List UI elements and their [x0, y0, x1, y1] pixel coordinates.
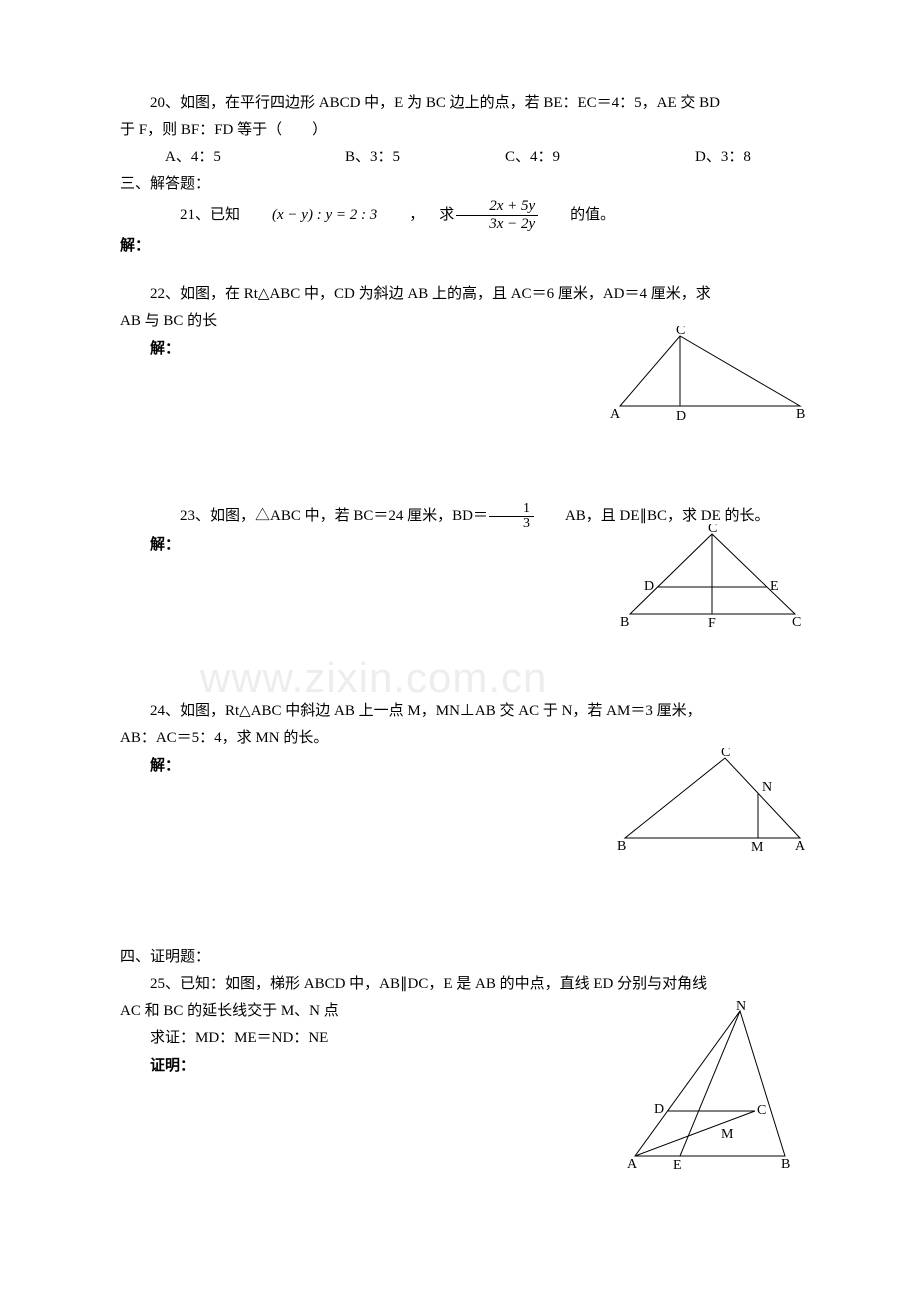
q23-figure: B C D E C F	[620, 524, 810, 639]
q25-text-1: 25、已知：如图，梯形 ABCD 中，AB∥DC，E 是 AB 的中点，直线 E…	[120, 971, 800, 998]
triangle-icon: B A C M N	[615, 748, 810, 853]
section-3-title: 三、解答题：	[120, 171, 800, 198]
svg-text:D: D	[644, 579, 654, 594]
q21: 21、已知 (x − y) : y = 2 : 3 ， 求 2x + 5y 3x…	[120, 198, 800, 232]
svg-text:D: D	[676, 409, 686, 424]
svg-text:C: C	[721, 748, 730, 760]
q25: 25、已知：如图，梯形 ABCD 中，AB∥DC，E 是 AB 的中点，直线 E…	[120, 971, 800, 1239]
q25-figure: A B E D C N M	[625, 1001, 800, 1181]
q20-options: A、4：5 B、3：5 C、4：9 D、3：8	[165, 144, 800, 171]
svg-text:N: N	[762, 780, 772, 795]
svg-text:M: M	[751, 840, 764, 853]
q20-opt-c: C、4：9	[505, 144, 695, 171]
svg-text:C: C	[792, 615, 801, 629]
svg-text:D: D	[654, 1102, 664, 1117]
q24-figure: B A C M N	[615, 748, 810, 863]
q21-prefix: 21、已知	[150, 202, 240, 229]
trapezoid-icon: A B E D C N M	[625, 1001, 800, 1171]
svg-text:B: B	[617, 839, 626, 853]
q23-prefix: 23、如图，△ABC 中，若 BC＝24 厘米，BD＝	[150, 503, 488, 530]
q20-opt-a: A、4：5	[165, 144, 345, 171]
q20-opt-d: D、3：8	[695, 144, 751, 171]
q21-suffix: 的值。	[540, 202, 615, 229]
q21-frac-num: 2x + 5y	[456, 198, 538, 216]
q21-solution-label: 解：	[120, 232, 800, 259]
svg-text:C: C	[676, 326, 685, 338]
q20-text-2: 于 F，则 BF：FD 等于（ ）	[120, 117, 800, 144]
q21-expr: (x − y) : y = 2 : 3	[242, 202, 377, 229]
svg-text:E: E	[770, 579, 779, 594]
svg-text:B: B	[620, 615, 629, 629]
q21-frac-den: 3x − 2y	[456, 216, 538, 233]
q23: 23、如图，△ABC 中，若 BC＝24 厘米，BD＝ 1 3 AB，且 DE∥…	[120, 502, 800, 648]
svg-text:C: C	[708, 524, 717, 536]
q22: 22、如图，在 Rt△ABC 中，CD 为斜边 AB 上的高，且 AC＝6 厘米…	[120, 281, 800, 462]
svg-text:B: B	[781, 1157, 790, 1171]
q24-text-1: 24、如图，Rt△ABC 中斜边 AB 上一点 M，MN⊥AB 交 AC 于 N…	[120, 698, 800, 725]
q21-mid: ， 求	[379, 202, 454, 229]
triangle-icon: A B C D	[610, 326, 810, 426]
triangle-icon: B C D E C F	[620, 524, 810, 629]
q22-figure: A B C D	[610, 326, 810, 436]
svg-text:N: N	[736, 1001, 746, 1014]
svg-text:C: C	[757, 1103, 766, 1118]
q23-fraction: 1 3	[489, 502, 534, 531]
svg-text:A: A	[610, 407, 621, 422]
svg-text:F: F	[708, 616, 716, 629]
svg-text:E: E	[673, 1158, 682, 1171]
svg-text:A: A	[627, 1157, 638, 1171]
q22-text-1: 22、如图，在 Rt△ABC 中，CD 为斜边 AB 上的高，且 AC＝6 厘米…	[120, 281, 800, 308]
q24: 24、如图，Rt△ABC 中斜边 AB 上一点 M，MN⊥AB 交 AC 于 N…	[120, 698, 800, 889]
q20: 20、如图，在平行四边形 ABCD 中，E 为 BC 边上的点，若 BE：EC＝…	[120, 90, 800, 171]
svg-text:A: A	[795, 839, 806, 853]
svg-text:M: M	[721, 1127, 734, 1142]
section-4-title: 四、证明题：	[120, 944, 800, 971]
q20-opt-b: B、3：5	[345, 144, 505, 171]
q20-text-1: 20、如图，在平行四边形 ABCD 中，E 为 BC 边上的点，若 BE：EC＝…	[120, 90, 800, 117]
svg-text:B: B	[796, 407, 805, 422]
q21-fraction: 2x + 5y 3x − 2y	[456, 198, 538, 232]
